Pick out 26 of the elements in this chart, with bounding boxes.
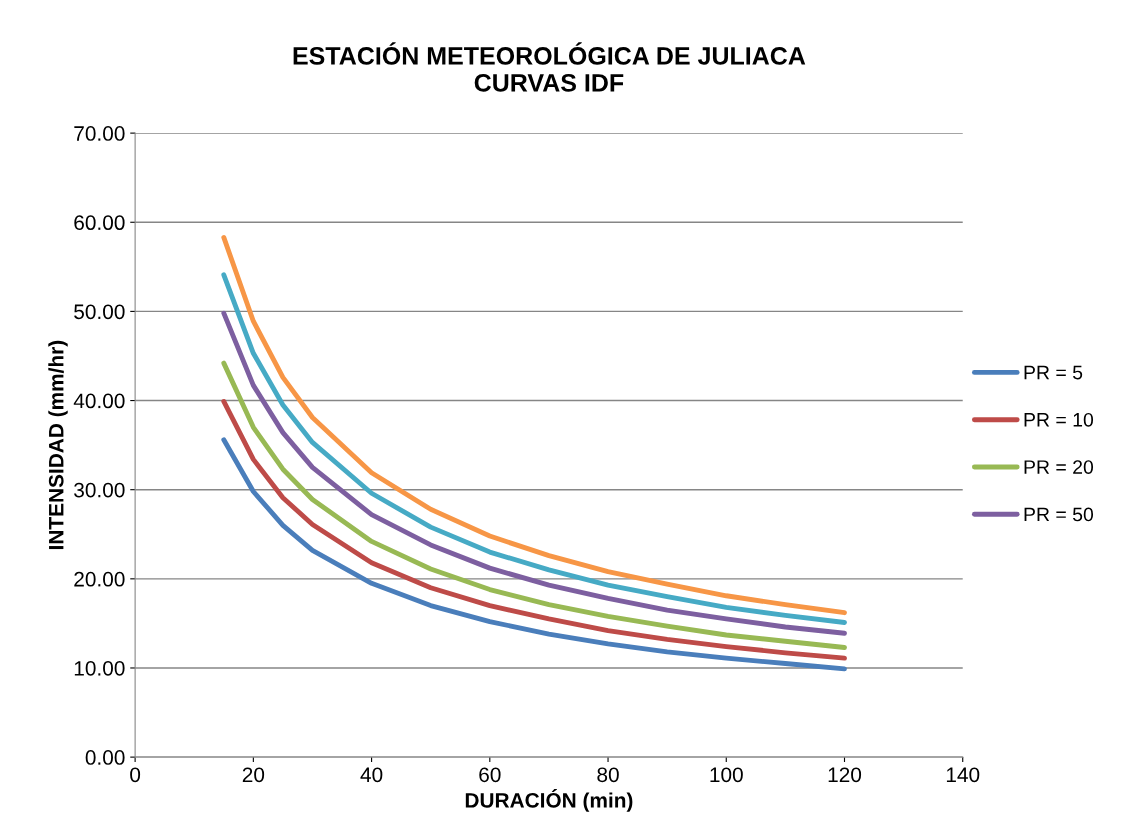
x-tick-label: 80 bbox=[597, 767, 619, 783]
y-tick-label: 60.00 bbox=[74, 215, 125, 231]
line-series bbox=[221, 360, 847, 650]
x-tick-label: 40 bbox=[360, 767, 383, 783]
x-tick-label: 140 bbox=[946, 767, 980, 783]
x-axis-title: DURACIÓN (min) bbox=[465, 789, 633, 812]
line-series bbox=[221, 399, 847, 661]
y-tick-label: 10.00 bbox=[74, 660, 125, 676]
legend-label: PR = 10 bbox=[1024, 412, 1094, 427]
line-series bbox=[221, 437, 847, 672]
x-tick-label: 100 bbox=[710, 767, 743, 783]
y-tick-label: 50.00 bbox=[74, 304, 125, 320]
y-axis-title: INTENSIDAD (mm/hr) bbox=[48, 340, 68, 550]
x-tick-label: 0 bbox=[130, 767, 141, 783]
x-tick-label: 60 bbox=[479, 767, 501, 783]
y-tick-label: 20.00 bbox=[74, 571, 125, 587]
legend-label: PR = 5 bbox=[1024, 365, 1083, 380]
y-tick-label: 70.00 bbox=[74, 126, 125, 141]
y-tick-label: 40.00 bbox=[73, 393, 125, 409]
legend-label: PR = 50 bbox=[1024, 507, 1094, 522]
y-tick-label: 30.00 bbox=[74, 482, 125, 498]
legend-label: PR = 20 bbox=[1024, 460, 1094, 474]
y-tick-label: 0.00 bbox=[85, 750, 125, 765]
chart-title: ESTACIÓN METEOROLÓGICA DE JULIACA CURVAS IDF bbox=[293, 42, 806, 92]
x-tick-label: 20 bbox=[242, 767, 265, 783]
x-tick-label: 120 bbox=[828, 767, 862, 783]
